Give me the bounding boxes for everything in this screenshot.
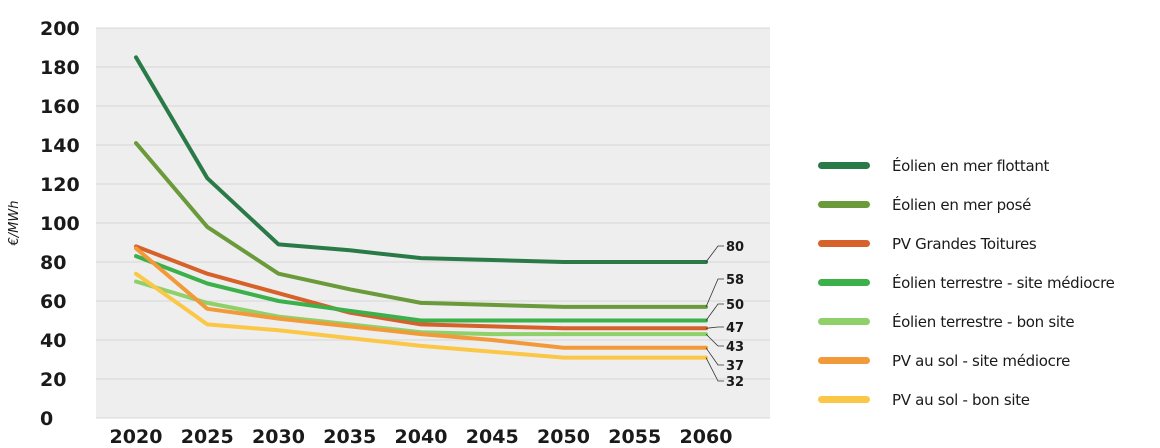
series-line bbox=[134, 254, 708, 323]
series-line bbox=[134, 141, 708, 309]
legend-item: Éolien terrestre - bon site bbox=[818, 302, 1158, 341]
legend: Éolien en mer flottant Éolien en mer posé… bbox=[818, 146, 1158, 419]
end-value-label: 58 bbox=[726, 273, 744, 288]
end-value-label: 32 bbox=[726, 375, 744, 390]
y-tick-label: 80 bbox=[40, 252, 66, 274]
y-tick-label: 40 bbox=[40, 330, 66, 352]
end-value-label: 43 bbox=[726, 340, 744, 355]
y-tick-label: 180 bbox=[40, 57, 80, 79]
x-tick-label: 2035 bbox=[323, 426, 376, 448]
x-tick-label: 2055 bbox=[608, 426, 661, 448]
gridlines bbox=[96, 27, 770, 419]
end-value-label: 50 bbox=[726, 298, 744, 313]
legend-item: PV au sol - bon site bbox=[818, 380, 1158, 419]
end-label-leader bbox=[705, 326, 724, 329]
y-tick-label: 60 bbox=[40, 291, 66, 313]
y-axis-ticks: 0 20 40 60 80 100 120 140 160 180 200 bbox=[40, 18, 80, 430]
legend-swatch bbox=[818, 318, 870, 325]
legend-item: PV au sol - site médiocre bbox=[818, 341, 1158, 380]
end-value-label: 47 bbox=[726, 321, 744, 336]
legend-label: Éolien terrestre - site médiocre bbox=[892, 273, 1115, 292]
end-label-leader bbox=[705, 347, 724, 366]
y-tick-label: 0 bbox=[40, 408, 53, 430]
legend-item: Éolien terrestre - site médiocre bbox=[818, 263, 1158, 302]
y-tick-label: 120 bbox=[40, 174, 80, 196]
end-value-label: 80 bbox=[726, 240, 744, 255]
series-line bbox=[134, 55, 708, 264]
legend-swatch bbox=[818, 201, 870, 208]
legend-item: Éolien en mer posé bbox=[818, 185, 1158, 224]
x-axis-ticks: 2020 2025 2030 2035 2040 2045 2050 2055 2060 bbox=[110, 426, 733, 448]
x-tick-label: 2040 bbox=[395, 426, 448, 448]
end-label-leader bbox=[705, 245, 724, 263]
y-tick-label: 160 bbox=[40, 96, 80, 118]
end-label-leader bbox=[705, 303, 724, 321]
legend-item: Éolien en mer flottant bbox=[818, 146, 1158, 185]
y-tick-label: 20 bbox=[40, 369, 66, 391]
legend-label: Éolien terrestre - bon site bbox=[892, 312, 1075, 331]
end-label-leader bbox=[705, 278, 724, 308]
x-tick-label: 2025 bbox=[181, 426, 234, 448]
series-line bbox=[134, 244, 708, 331]
legend-swatch bbox=[818, 357, 870, 364]
y-tick-label: 100 bbox=[40, 213, 80, 235]
legend-item: PV Grandes Toitures bbox=[818, 224, 1158, 263]
series-line bbox=[134, 246, 708, 350]
end-value-label: 37 bbox=[726, 359, 744, 374]
end-label-leader bbox=[705, 357, 724, 382]
x-tick-label: 2060 bbox=[680, 426, 733, 448]
series-line bbox=[134, 271, 708, 360]
legend-swatch bbox=[818, 279, 870, 286]
y-tick-label: 200 bbox=[40, 18, 80, 40]
y-tick-label: 140 bbox=[40, 135, 80, 157]
legend-label: PV au sol - bon site bbox=[892, 390, 1030, 409]
legend-swatch bbox=[818, 162, 870, 169]
series-lines bbox=[134, 55, 708, 360]
end-label-leader bbox=[705, 333, 724, 347]
x-tick-label: 2045 bbox=[466, 426, 519, 448]
legend-label: PV Grandes Toitures bbox=[892, 234, 1037, 253]
x-tick-label: 2050 bbox=[537, 426, 590, 448]
x-tick-label: 2030 bbox=[252, 426, 305, 448]
y-axis-label: €/MWh bbox=[7, 201, 22, 247]
x-tick-label: 2020 bbox=[110, 426, 163, 448]
legend-swatch bbox=[818, 396, 870, 403]
legend-label: Éolien en mer flottant bbox=[892, 156, 1050, 175]
legend-label: Éolien en mer posé bbox=[892, 195, 1032, 214]
legend-swatch bbox=[818, 240, 870, 247]
legend-label: PV au sol - site médiocre bbox=[892, 351, 1071, 370]
